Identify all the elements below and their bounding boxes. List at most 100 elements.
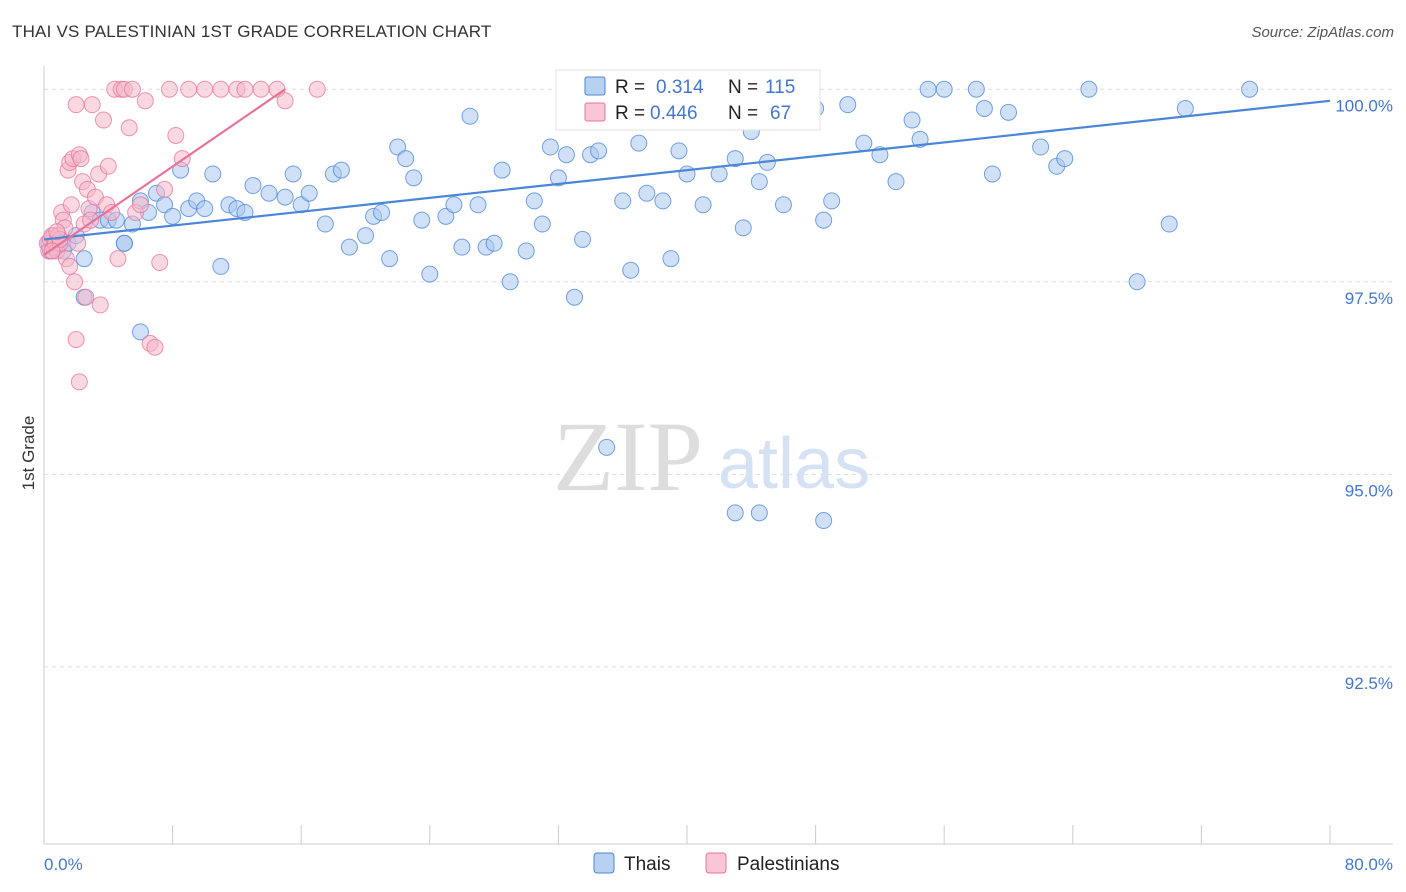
series-legend: Thais Palestinians [593,852,839,875]
thais-data-point [397,150,415,168]
thais-data-point [622,261,640,279]
thais-data-point [967,80,985,98]
palestinians-data-point [212,80,230,98]
thais-data-point [823,192,841,210]
stats-legend: R = 0.314 N = 115 R = 0.446 N = 67 [555,69,821,131]
thais-data-point [541,138,559,156]
thais-data-point [815,211,833,229]
series-legend-label-palestinians: Palestinians [737,854,839,875]
y-tick-label: 100.0% [1335,96,1393,115]
legend-r-label-palestinians: R = [615,103,645,124]
palestinians-data-point [120,119,138,137]
thais-data-point [413,211,431,229]
thais-data-point [389,138,407,156]
thais-data-point [975,100,993,118]
palestinians-data-point [146,338,164,356]
thais-data-point [734,219,752,237]
legend-r-value-palestinians: 0.446 [650,103,698,124]
legend-r-value-thais: 0.314 [656,77,704,98]
palestinians-data-point [136,92,154,110]
thais-data-point [517,242,535,260]
y-tick-labels: 100.0% 97.5% 95.0% 92.5% [1335,96,1393,693]
thais-data-point [983,165,1001,183]
thais-data-point [340,238,358,256]
legend-n-value-thais: 115 [765,77,795,98]
thais-data-point [204,165,222,183]
thais-data-point [911,130,929,148]
y-tick-label: 97.5% [1345,289,1393,308]
watermark: ZIP atlas [553,401,870,512]
palestinians-data-point [61,257,79,275]
palestinians-data-point [167,126,185,144]
series-legend-swatch-thais [593,852,615,874]
x-tick-label-min: 0.0% [44,855,83,874]
palestinians-data-point [276,92,294,110]
thais-data-point [445,196,463,214]
legend-n-label-thais: N = [728,77,758,98]
thais-data-point [1128,273,1146,291]
legend-r-label-thais: R = [615,77,645,98]
thais-data-point [774,196,792,214]
thais-data-point [919,80,937,98]
palestinians-data-point [69,234,87,252]
legend-n-value-palestinians: 67 [770,103,791,124]
thais-data-point [1080,80,1098,98]
thais-data-point [260,184,278,202]
y-tick-label: 92.5% [1345,674,1393,693]
palestinians-data-point [66,273,84,291]
thais-data-point [678,165,696,183]
thais-data-point [598,438,616,456]
legend-swatch-thais [584,76,606,96]
thais-data-point [590,142,608,160]
palestinians-data-point [91,296,109,314]
thais-data-point [316,215,334,233]
thais-data-point [654,192,672,210]
palestinians-data-point [67,96,85,114]
thais-data-point [574,230,592,248]
watermark-atlas: atlas [718,424,870,504]
series-legend-swatch-palestinians [705,852,727,874]
thais-trend-line [43,99,1331,241]
thais-data-point [815,512,833,530]
thais-data-point [750,173,768,191]
thais-data-point [485,234,503,252]
thais-data-point [670,142,688,160]
thais-data-point [75,250,93,268]
y-tick-label: 95.0% [1345,481,1393,500]
palestinians-data-point [77,288,95,306]
series-legend-label-thais: Thais [624,854,670,875]
thais-data-point [1032,138,1050,156]
thais-data-point [115,234,133,252]
thais-data-point [855,134,873,152]
thais-data-point [501,273,519,291]
x-tick-label-max: 80.0% [1345,855,1393,874]
thais-data-point [493,161,511,179]
y-axis-title: 1st Grade [19,416,38,491]
palestinians-data-point [308,80,326,98]
palestinians-data-point [82,211,100,229]
thais-data-point [1241,80,1259,98]
legend-swatch-palestinians [584,102,606,122]
palestinians-data-point [70,373,88,391]
chart-source: Source: ZipAtlas.com [1251,24,1394,41]
thais-data-point [839,96,857,114]
palestinians-data-point [252,80,270,98]
palestinians-data-point [196,80,214,98]
thais-data-point [935,80,953,98]
thais-data-point [533,215,551,233]
thais-data-point [557,146,575,164]
thais-data-point [373,203,391,221]
series-palestinians-points [38,80,326,391]
thais-data-point [614,192,632,210]
trend-layer [43,88,1331,256]
thais-data-point [565,288,583,306]
thais-data-point [276,188,294,206]
thais-data-point [638,184,656,202]
palestinians-data-point [131,196,149,214]
thais-data-point [469,196,487,214]
thais-data-point [710,165,728,183]
palestinians-data-point [160,80,178,98]
palestinians-trend-line [43,88,286,256]
thais-data-point [164,207,182,225]
